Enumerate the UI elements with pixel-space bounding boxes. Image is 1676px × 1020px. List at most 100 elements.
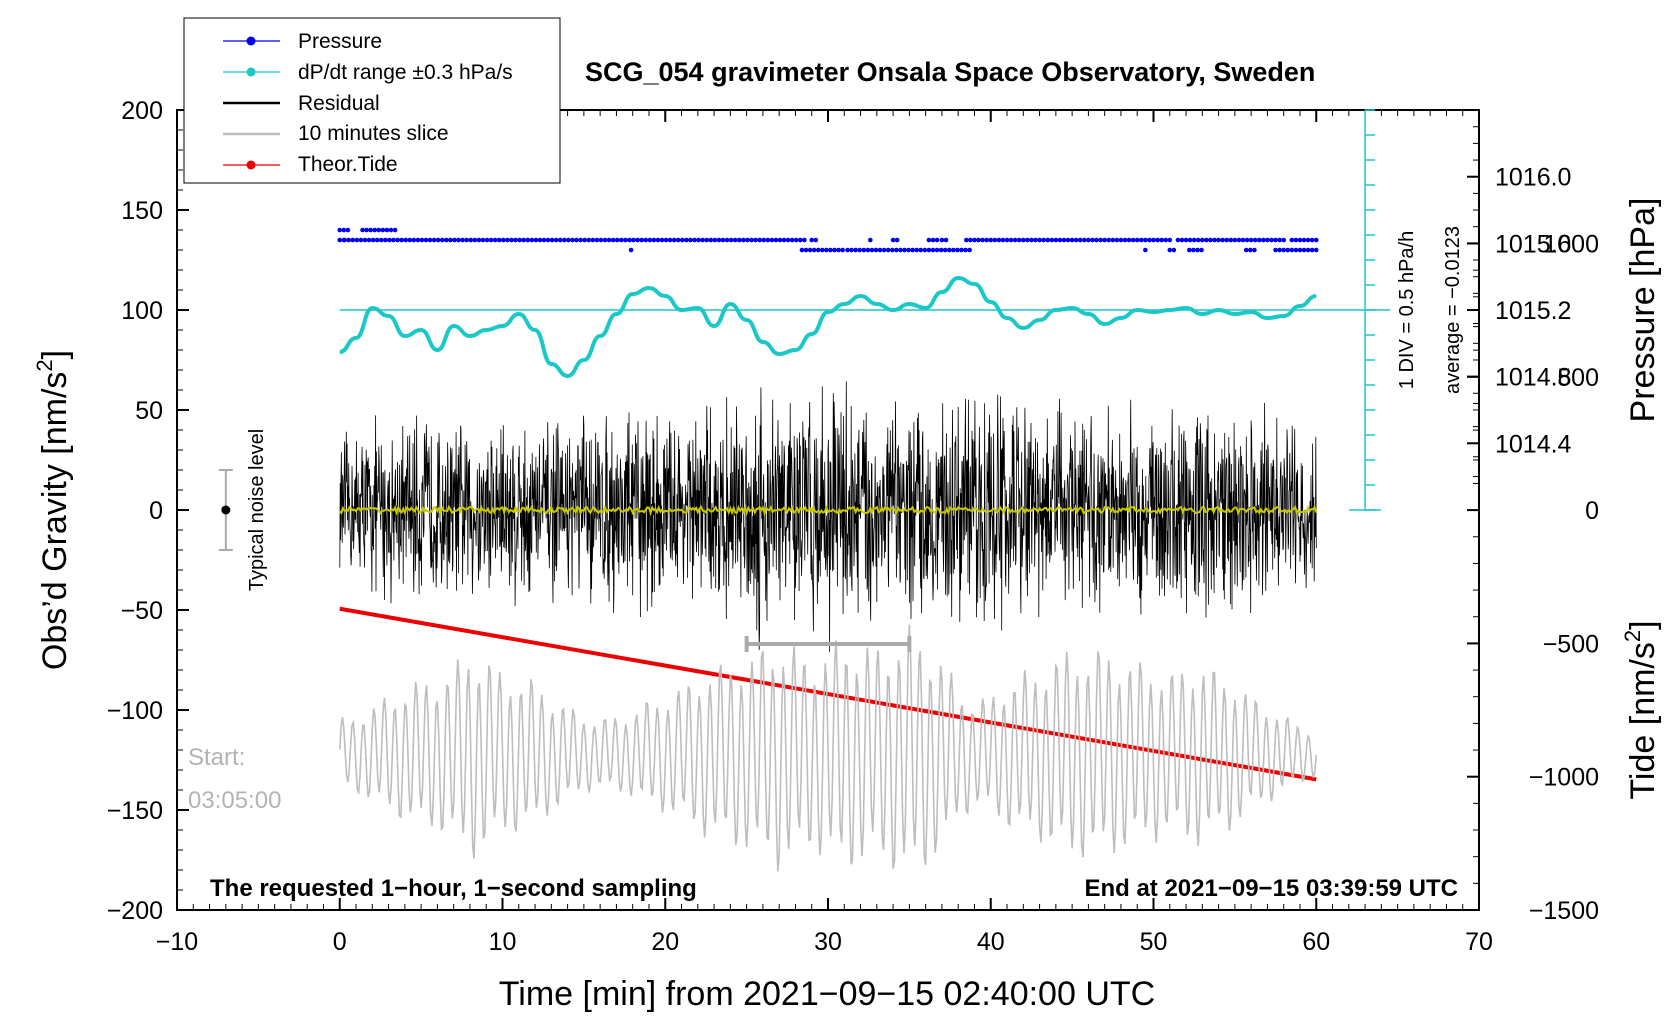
pressure-dot [1228,237,1234,243]
pressure-dot [1220,237,1225,243]
pressure-dot [614,237,620,243]
y-tick-label: 200 [121,97,163,125]
pressure-dot [1126,237,1132,243]
pressure-dot [517,237,522,243]
pressure-dot [749,237,754,243]
pressure-dot [395,237,400,243]
pressure-dot [337,227,343,233]
pressure-dot [1171,247,1177,253]
pressure-dot [988,237,994,243]
legend-swatch-dot [246,67,256,77]
y-tick-label: −50 [121,597,163,625]
pressure-dot [1098,237,1103,243]
pressure-dot [582,237,587,243]
pressure-dot [525,237,531,243]
y-tick-label: 150 [121,197,163,225]
pressure-dot [578,237,583,243]
pressure-dot [1273,237,1278,243]
pressure-dot [1143,237,1148,243]
pressure-dot [651,237,657,243]
pressure-dot [785,237,791,243]
pressure-dot [337,237,343,243]
pressure-dot [789,237,795,243]
pressure-dot [1147,237,1152,243]
pressure-dot [529,237,535,243]
pressure-dot [813,237,819,243]
pressure-dot [541,237,547,243]
pressure-tick-label: 1015.2 [1495,297,1571,325]
pressure-dot [407,237,413,243]
pressure-dot [439,237,445,243]
pressure-dot [807,247,813,253]
pressure-dot [1187,237,1193,243]
pressure-dot [951,247,956,253]
pressure-dot [828,247,833,253]
pressure-dot [1094,237,1099,243]
pressure-dot [1232,237,1238,243]
pressure-dot [549,237,555,243]
y-tick-label: −100 [107,697,163,725]
pressure-dot [566,237,571,243]
pressure-dot [1130,237,1136,243]
pressure-tick-label: 1016.0 [1495,164,1571,192]
sampling-note: The requested 1−hour, 1−second sampling [210,875,697,902]
pressure-dot [435,237,441,243]
pressure-dot [996,237,1002,243]
pressure-dot [374,237,380,243]
pressure-dot [1252,237,1258,243]
pressure-dot [836,247,841,253]
legend-swatch-dot [246,36,256,46]
slice-series [339,624,1318,872]
legend-label-tide: Theor.Tide [298,153,398,176]
pressure-dot [946,247,952,253]
pressure-dot [926,237,932,243]
axis-ticks: −10 0 10 20 30 40 50 60 70200150100500−50−100−15… [107,97,1599,956]
pressure-dot [370,237,376,243]
pressure-dot [368,227,373,233]
pressure-dot [793,237,799,243]
pressure-dot [1293,237,1299,243]
pressure-dot [926,247,932,253]
pressure-dot [501,237,506,243]
pressure-dot [635,237,640,243]
pressure-dot [802,237,807,243]
pressure-dot [1199,247,1204,253]
pressure-dot [505,237,510,243]
pressure-dot [419,237,425,243]
pressure-dot [464,237,469,243]
pressure-dot [898,247,903,253]
pressure-dot [1037,237,1042,243]
y-axis-label-tide: Tide [nm/s2] [1620,620,1662,799]
pressure-dot [1008,237,1014,243]
pressure-dot [1057,237,1063,243]
pressure-dot [885,247,891,253]
pressure-dot [708,237,714,243]
pressure-dot [942,247,948,253]
pressure-dot [521,237,526,243]
pressure-dot [1175,237,1181,243]
pressure-dot [934,247,940,253]
pressure-dot [753,237,758,243]
pressure-dot [598,237,604,243]
pressure-dot [1224,237,1230,243]
pressure-dot [692,237,697,243]
legend-box [183,17,561,184]
pressure-dot [431,237,437,243]
pressure-dot [480,237,486,243]
pressure-dot [1236,237,1242,243]
pressure-dot [1012,237,1018,243]
pressure-dot [557,237,563,243]
x-tick-label: 0 [333,928,347,956]
pressure-dot [346,237,352,243]
pressure-dot [1301,237,1307,243]
legend-label-residual: Residual [298,92,380,115]
pressure-dot [1122,237,1128,243]
pressure-dot [1061,237,1067,243]
pressure-dot [610,237,616,243]
pressure-dot [492,237,498,243]
pressure-dot [849,247,854,253]
pressure-dot [460,237,465,243]
pressure-dot [1313,237,1319,243]
pressure-dot [1073,237,1079,243]
pressure-dot [452,237,457,243]
